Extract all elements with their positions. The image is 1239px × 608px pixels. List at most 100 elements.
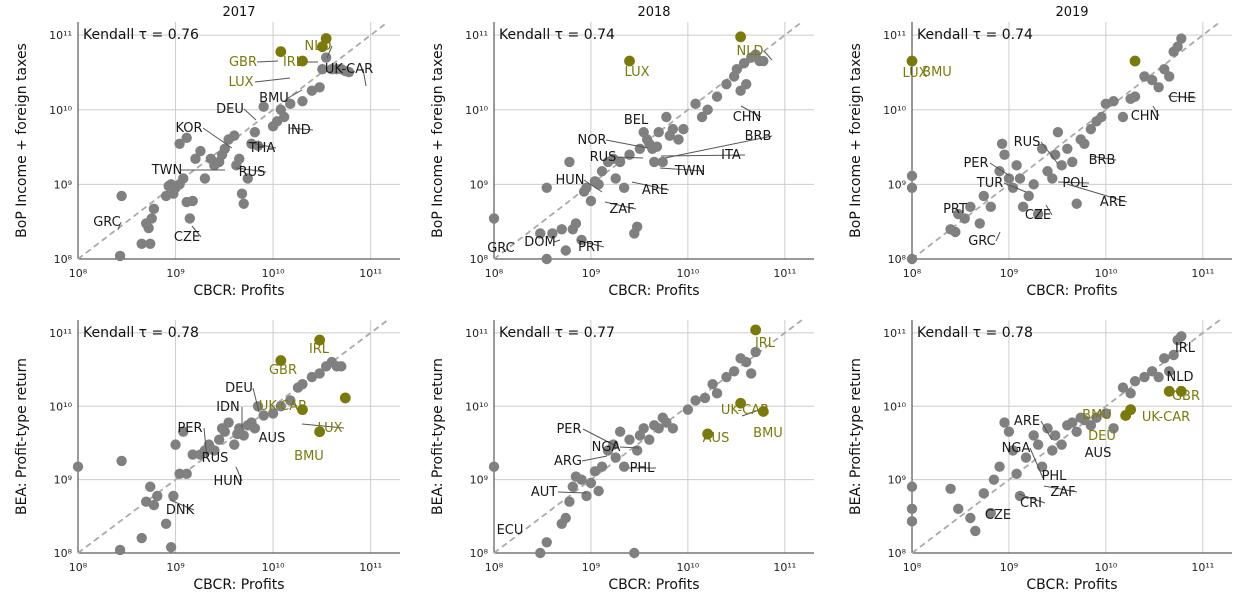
data-point xyxy=(610,173,621,184)
panel-title: 2018 xyxy=(637,5,670,20)
kendall-annotation: Kendall τ = 0.74 xyxy=(917,27,1033,43)
country-label: NLD xyxy=(305,39,332,54)
data-point xyxy=(178,173,189,184)
data-point xyxy=(596,461,608,472)
annotation-arrow xyxy=(582,428,617,447)
data-point xyxy=(1047,445,1058,456)
data-point xyxy=(1011,160,1022,171)
country-label: AUT xyxy=(531,485,557,500)
x-tick-label: 10¹¹ xyxy=(773,561,796,574)
x-tick-label: 10¹⁰ xyxy=(676,561,699,574)
x-tick-label: 10¹¹ xyxy=(359,561,382,574)
panel-4: 10⁸ 10⁹ 10¹⁰ 10¹¹ 10⁸ 10⁹ 10¹⁰ 10¹¹ GBR IRL UK-CAR… xyxy=(14,319,400,593)
data-point xyxy=(1028,179,1039,190)
annotation-arrow xyxy=(576,239,605,248)
data-point xyxy=(317,63,328,75)
data-point xyxy=(1085,420,1097,431)
annotation-arrow xyxy=(995,231,1001,242)
data-point xyxy=(148,203,160,215)
y-tick-label: 10⁹ xyxy=(888,178,906,191)
annotation-arrow xyxy=(243,108,257,121)
y-tick-label: 10¹⁰ xyxy=(49,104,72,117)
data-point xyxy=(746,368,757,379)
data-point xyxy=(711,91,723,102)
data-point xyxy=(728,366,740,377)
data-point xyxy=(143,222,154,234)
x-axis-label: CBCR: Profits xyxy=(608,577,699,593)
country-label: LUX xyxy=(902,66,927,81)
y-tick-label: 10¹¹ xyxy=(49,29,72,42)
data-point xyxy=(1028,430,1039,441)
highlighted-point xyxy=(1125,404,1137,416)
y-axis-label: BoP Income + foreign taxes xyxy=(848,43,864,238)
data-point xyxy=(1032,208,1044,220)
x-tick-label: 10¹⁰ xyxy=(262,267,285,280)
data-point xyxy=(667,123,679,135)
y-tick-label: 10⁹ xyxy=(470,474,488,487)
country-label: UK-CAR xyxy=(721,403,769,418)
data-point xyxy=(738,58,750,69)
y-tick-label: 10¹⁰ xyxy=(49,400,72,413)
data-point xyxy=(1176,33,1187,44)
country-label: BRB xyxy=(745,129,772,144)
data-point xyxy=(576,234,587,246)
data-point xyxy=(906,253,918,265)
annotation-arrow xyxy=(291,403,298,407)
data-point xyxy=(219,426,231,437)
x-tick-label: 10¹¹ xyxy=(1191,267,1214,280)
panel-5: 10⁸ 10⁹ 10¹⁰ 10¹¹ 10⁸ 10⁹ 10¹⁰ 10¹¹ IRL UK-CAR AUS… xyxy=(430,319,814,593)
data-point xyxy=(696,111,708,123)
highlighted-point xyxy=(320,33,332,44)
data-point xyxy=(1129,91,1141,102)
data-point xyxy=(174,138,185,149)
x-tick-label: 10⁹ xyxy=(166,561,184,574)
country-label: DEU xyxy=(216,102,244,117)
country-label: LUX xyxy=(228,75,253,90)
country-label: PRT xyxy=(578,240,602,255)
x-tick-label: 10⁹ xyxy=(166,267,184,280)
data-point xyxy=(488,213,500,224)
country-label: RUS xyxy=(202,451,229,466)
data-point xyxy=(906,170,918,182)
annotation-arrow xyxy=(583,179,603,193)
data-point xyxy=(314,82,325,93)
country-label: IND xyxy=(287,123,311,138)
data-point xyxy=(690,395,701,406)
country-label: UK-CAR xyxy=(325,62,373,77)
data-point xyxy=(541,537,552,548)
country-label: PER xyxy=(177,421,202,436)
data-point xyxy=(978,190,989,202)
data-point xyxy=(1017,201,1029,213)
annotation-arrow xyxy=(1029,447,1044,479)
country-label: IRL xyxy=(1175,341,1196,356)
annotation-arrow xyxy=(581,455,608,462)
data-point xyxy=(906,503,918,515)
country-label: IDN xyxy=(216,400,240,415)
annotation-arrow xyxy=(288,127,314,131)
country-label: GBR xyxy=(269,363,297,378)
data-point xyxy=(148,499,160,511)
annotation-arrow xyxy=(604,201,637,210)
country-label: HUN xyxy=(555,173,584,188)
data-point xyxy=(114,250,126,262)
y-axis-label: BEA: Profit-type return xyxy=(430,358,446,515)
data-point xyxy=(649,156,660,168)
data-point xyxy=(741,356,752,368)
country-label: ARG xyxy=(554,454,582,469)
data-point xyxy=(145,238,156,249)
reference-diagonal xyxy=(911,21,1221,260)
annotation-arrow xyxy=(1040,141,1059,165)
data-point xyxy=(750,346,761,358)
country-label: PER xyxy=(556,422,581,437)
highlighted-point xyxy=(1163,385,1175,397)
data-point xyxy=(758,55,769,67)
annotation-arrow xyxy=(252,387,260,413)
data-point xyxy=(596,166,608,177)
data-point xyxy=(741,79,752,90)
data-point xyxy=(1032,439,1044,450)
country-label: BMU xyxy=(922,65,952,80)
data-point xyxy=(195,145,206,157)
y-tick-label: 10¹¹ xyxy=(49,327,72,340)
highlighted-point xyxy=(316,41,328,53)
